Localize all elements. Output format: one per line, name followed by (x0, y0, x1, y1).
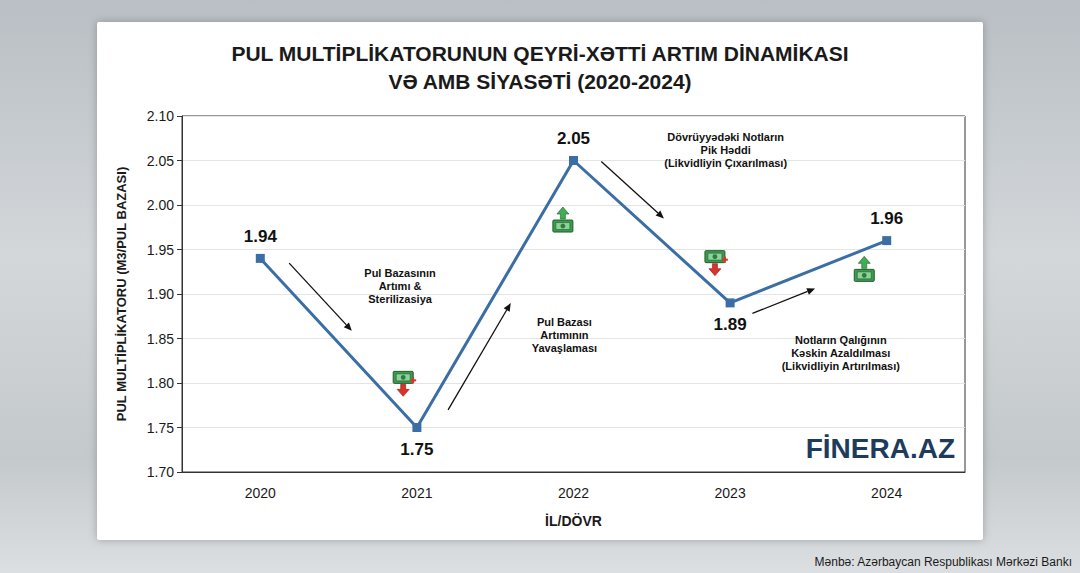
svg-text:Mənbə: Azərbaycan Respublikası: Mənbə: Azərbaycan Respublikası Mərkəzi B… (815, 555, 1072, 569)
svg-text:1.96: 1.96 (870, 209, 903, 228)
svg-text:1.70: 1.70 (147, 464, 174, 480)
svg-text:2.10: 2.10 (147, 108, 174, 124)
svg-text:Sterilizasiya: Sterilizasiya (368, 293, 432, 305)
svg-text:1.75: 1.75 (147, 420, 174, 436)
svg-text:1.95: 1.95 (147, 242, 174, 258)
svg-text:PUL MULTİPLİKATORU (M3/PUL BAZ: PUL MULTİPLİKATORU (M3/PUL BAZASI) (114, 167, 129, 421)
svg-text:Pul Bazasının: Pul Bazasının (364, 267, 436, 279)
svg-text:(Likvidliyin Artırılması): (Likvidliyin Artırılması) (782, 360, 901, 372)
svg-text:1.85: 1.85 (147, 331, 174, 347)
svg-text:Pul Bazası: Pul Bazası (537, 316, 592, 328)
svg-text:Artımı &: Artımı & (379, 280, 422, 292)
svg-text:2.05: 2.05 (557, 129, 590, 148)
svg-text:1.94: 1.94 (244, 227, 278, 246)
svg-text:1.89: 1.89 (714, 315, 747, 334)
svg-text:Artımının: Artımının (540, 329, 589, 341)
svg-text:Dövrüyyədəki Notların: Dövrüyyədəki Notların (667, 131, 784, 143)
svg-text:2020: 2020 (245, 485, 276, 501)
svg-text:İL/DÖVR: İL/DÖVR (545, 513, 602, 529)
svg-text:Kəskin Azaldılması: Kəskin Azaldılması (791, 347, 890, 359)
svg-text:2021: 2021 (401, 485, 432, 501)
svg-text:2.00: 2.00 (147, 197, 174, 213)
svg-text:Yavaşlaması: Yavaşlaması (532, 342, 597, 354)
svg-text:FİNERA.AZ: FİNERA.AZ (806, 433, 955, 464)
svg-text:VƏ AMB SİYASƏTİ (2020-2024): VƏ AMB SİYASƏTİ (2020-2024) (388, 70, 691, 93)
svg-text:Pik Həddi: Pik Həddi (701, 144, 751, 156)
svg-text:1.90: 1.90 (147, 286, 174, 302)
svg-text:2023: 2023 (715, 485, 746, 501)
svg-text:1.75: 1.75 (400, 440, 433, 459)
svg-text:2024: 2024 (871, 485, 902, 501)
svg-text:1.80: 1.80 (147, 375, 174, 391)
svg-text:(Likvidliyin Çıxarılması): (Likvidliyin Çıxarılması) (664, 157, 787, 169)
svg-text:2022: 2022 (558, 485, 589, 501)
svg-text:Notların Qalığının: Notların Qalığının (795, 334, 887, 346)
svg-text:PUL MULTİPLİKATORUNUN QEYRİ-XƏ: PUL MULTİPLİKATORUNUN QEYRİ-XƏTTİ ARTIM … (231, 42, 848, 65)
svg-text:2.05: 2.05 (147, 153, 174, 169)
